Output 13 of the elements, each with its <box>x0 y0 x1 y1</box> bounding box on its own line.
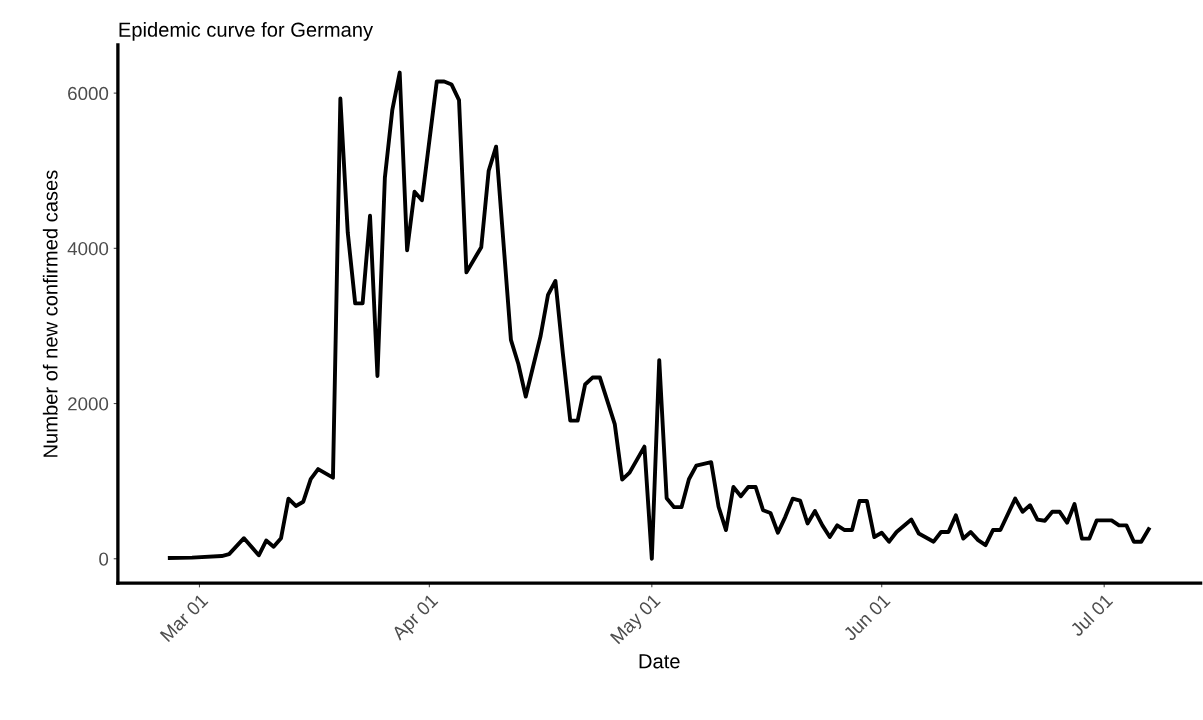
y-tick-label: 2000 <box>68 397 109 411</box>
y-tick-label: 0 <box>99 552 109 566</box>
x-tick-label: Jul 01 <box>1069 592 1114 638</box>
x-tick-label: May 01 <box>609 593 664 647</box>
line-series <box>167 70 1151 561</box>
x-tick-label: Jun 01 <box>842 593 891 642</box>
y-tick-label: 4000 <box>67 242 109 256</box>
chart-title: Epidemic curve for Germany <box>119 22 374 41</box>
x-tick-label: Mar 01 <box>159 593 209 643</box>
x-tick-label: Apr 01 <box>390 593 442 644</box>
x-axis-title: Date <box>639 654 680 669</box>
y-tick-label: 6000 <box>68 86 109 101</box>
y-axis-title: Number of new confirmed cases <box>42 170 58 457</box>
